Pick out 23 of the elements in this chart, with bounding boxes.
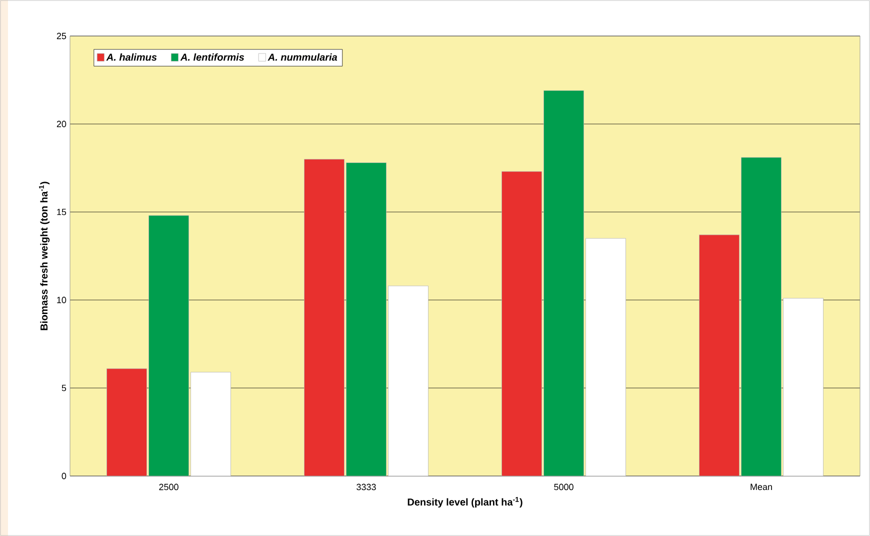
x-tick-label: 5000	[554, 484, 574, 490]
legend-label: A. nummularia	[268, 53, 338, 61]
y-tick-label: 25	[56, 32, 66, 40]
x-tick-label: Mean	[750, 484, 772, 490]
bar	[388, 286, 428, 476]
legend-label: A. halimus	[106, 53, 157, 61]
x-tick-label: 2500	[159, 484, 178, 490]
bar	[148, 215, 189, 476]
y-tick-label: 0	[62, 472, 66, 480]
bar	[346, 162, 386, 476]
bar	[190, 372, 231, 476]
y-tick-label: 15	[57, 208, 66, 216]
y-tick-label: 10	[57, 296, 66, 304]
y-axis-title: Biomass fresh weight (ton ha$^{-1}$)	[39, 182, 50, 330]
bar	[783, 298, 824, 476]
bar	[741, 157, 782, 476]
bar	[544, 90, 584, 476]
y-tick-label: 5	[62, 384, 66, 392]
x-tick-label: 3333	[356, 484, 376, 490]
y-tick-label: 20	[56, 120, 66, 128]
legend-label: A. lentiformis	[180, 53, 244, 61]
bar	[586, 238, 626, 476]
x-axis-title: Density level (plant ha$^{-1}$)	[408, 497, 522, 508]
